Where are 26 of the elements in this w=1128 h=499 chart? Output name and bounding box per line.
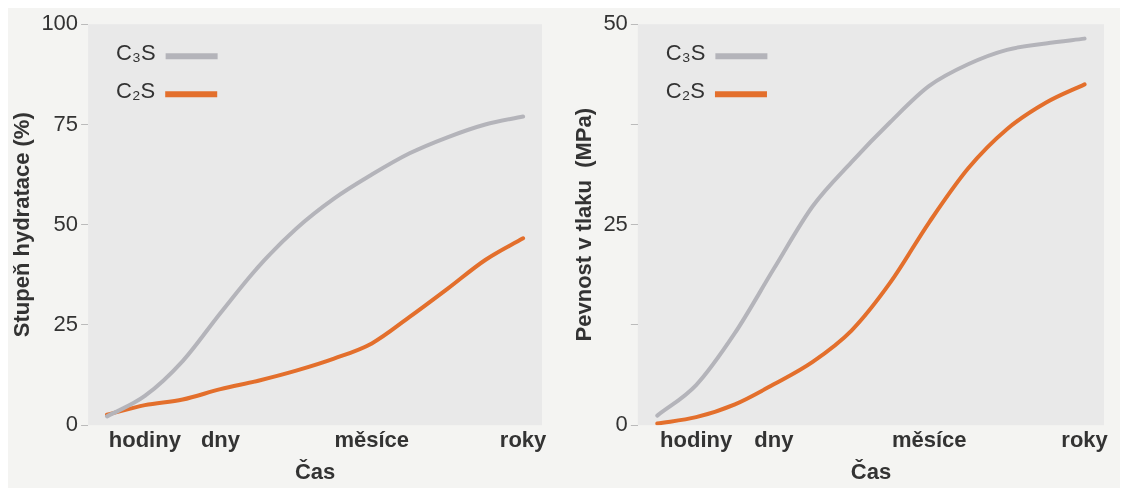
x-tick-label: měsíce [334, 427, 410, 453]
legend-label: C₂S [665, 78, 705, 104]
legend-label: C₃S [665, 40, 706, 66]
x-axis-title: Čas [294, 458, 336, 484]
y-tick-label: 50 [603, 10, 628, 36]
y-axis-title: Pevnost v tlaku (MPa) [571, 107, 597, 342]
line-series [105, 114, 526, 419]
x-tick-label: hodiny [660, 427, 733, 453]
y-tick-label: 0 [615, 411, 628, 437]
y-tick-label: 0 [65, 411, 79, 437]
x-tick-label: dny [200, 427, 241, 453]
x-tick-label: roky [1061, 427, 1109, 453]
x-tick-label: roky [499, 427, 548, 453]
y-tick-label: 75 [53, 110, 79, 136]
x-tick-label: měsíce [891, 427, 967, 453]
legend-label: C₂S [116, 78, 156, 104]
y-tick-label: 100 [41, 10, 79, 36]
legend-label: C₃S [116, 40, 156, 66]
line-series [105, 236, 526, 417]
y-tick-label: 25 [53, 311, 79, 337]
y-axis-title: Stupeň hydratace (%) [9, 112, 35, 338]
x-tick-label: hodiny [108, 427, 182, 453]
x-axis-title: Čas [850, 458, 892, 484]
y-tick-label: 25 [603, 210, 628, 236]
y-tick-label: 50 [53, 210, 79, 236]
x-tick-label: dny [754, 427, 795, 453]
